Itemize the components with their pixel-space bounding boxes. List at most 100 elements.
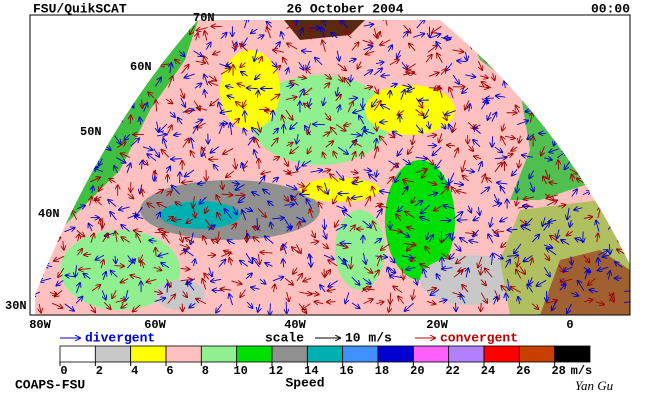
wind-arrow	[231, 224, 236, 230]
wind-arrow	[615, 262, 623, 268]
wind-arrow	[217, 213, 221, 221]
wind-arrow	[335, 124, 346, 131]
wind-arrow	[362, 220, 371, 228]
wind-arrow	[193, 206, 195, 217]
colorbar-tick-label: 20	[410, 364, 424, 378]
colorbar-tick-label: 4	[131, 364, 138, 378]
wind-arrow	[452, 50, 463, 52]
wind-arrow	[166, 125, 172, 136]
wind-arrow	[103, 34, 114, 40]
wind-arrow	[623, 207, 625, 219]
wind-arrow	[439, 133, 442, 142]
wind-arrow	[401, 187, 407, 195]
wind-arrow	[582, 132, 590, 136]
wind-arrow	[546, 248, 557, 256]
wind-arrow	[622, 143, 629, 147]
wind-arrow	[607, 201, 611, 208]
wind-arrow	[95, 199, 102, 206]
wind-arrow	[90, 140, 101, 146]
wind-arrow	[562, 62, 572, 64]
wind-arrow	[584, 52, 585, 62]
wind-arrow	[142, 161, 143, 170]
wind-arrow	[452, 74, 459, 84]
wind-arrow	[425, 55, 432, 63]
wind-arrow	[138, 32, 144, 41]
wind-arrow	[415, 157, 427, 159]
scale-value: 10 m/s	[345, 330, 392, 345]
wind-arrow	[241, 72, 248, 76]
wind-arrow	[348, 197, 351, 207]
wind-arrow	[519, 89, 525, 99]
wind-arrow	[453, 212, 463, 219]
wind-arrow	[373, 221, 377, 232]
wind-arrow	[272, 66, 280, 74]
wind-arrow	[321, 27, 324, 38]
wind-arrow	[56, 279, 64, 285]
wind-arrow	[322, 40, 325, 52]
wind-arrow	[492, 203, 502, 206]
wind-arrow	[36, 42, 39, 51]
wind-arrow	[549, 182, 558, 183]
wind-arrow	[426, 288, 436, 291]
wind-arrow	[36, 88, 46, 96]
wind-arrow	[127, 193, 134, 199]
wind-arrow	[121, 237, 131, 243]
wind-arrow	[519, 265, 525, 274]
wind-arrow	[474, 156, 482, 158]
wind-arrow	[325, 141, 334, 148]
wind-arrow	[350, 172, 358, 173]
wind-arrow	[115, 231, 117, 242]
speed-patch	[155, 280, 205, 310]
wind-arrow	[297, 184, 304, 187]
wind-arrow	[230, 123, 232, 135]
wind-arrow	[480, 76, 488, 78]
lon-label: 20W	[426, 318, 448, 332]
wind-arrow	[318, 202, 322, 209]
wind-arrow	[305, 126, 311, 136]
wind-arrow	[456, 255, 466, 263]
wind-arrow	[75, 283, 80, 293]
wind-arrow	[234, 42, 236, 52]
wind-arrow	[62, 158, 70, 163]
wind-arrow	[153, 55, 155, 65]
wind-arrow	[315, 58, 323, 66]
wind-arrow	[335, 225, 346, 231]
wind-arrow	[607, 121, 615, 122]
wind-arrow	[272, 178, 277, 183]
wind-arrow	[47, 70, 51, 77]
wind-arrow	[194, 83, 201, 89]
wind-arrow	[552, 85, 558, 93]
wind-arrow	[247, 137, 254, 146]
wind-arrow	[181, 65, 188, 74]
wind-arrow	[35, 131, 39, 137]
wind-arrow	[309, 293, 319, 295]
wind-arrow	[363, 236, 364, 244]
wind-arrow	[102, 75, 111, 78]
wind-arrow	[110, 271, 118, 278]
wind-arrow	[193, 50, 203, 57]
wind-arrow	[550, 236, 560, 244]
wind-arrow	[226, 62, 233, 66]
wind-arrow	[54, 136, 65, 142]
wind-arrow	[251, 29, 258, 33]
color-box	[306, 345, 344, 363]
wind-arrow	[175, 202, 183, 206]
wind-arrow	[147, 154, 157, 162]
wind-arrow	[103, 301, 110, 309]
wind-arrow	[570, 293, 578, 296]
wind-arrow	[598, 26, 609, 27]
wind-arrow	[229, 294, 232, 306]
wind-arrow	[602, 146, 609, 150]
wind-arrow	[273, 50, 284, 52]
wind-arrow	[322, 20, 325, 27]
wind-arrow	[623, 300, 630, 303]
wind-arrow	[609, 244, 610, 254]
wind-arrow	[426, 181, 436, 184]
wind-arrow	[75, 265, 76, 276]
wind-arrow	[261, 172, 271, 174]
wind-arrow	[428, 121, 430, 128]
wind-arrow	[595, 30, 603, 40]
lat-label: 70N	[193, 11, 215, 25]
speed-patch	[365, 85, 455, 135]
wind-arrow	[376, 169, 377, 177]
